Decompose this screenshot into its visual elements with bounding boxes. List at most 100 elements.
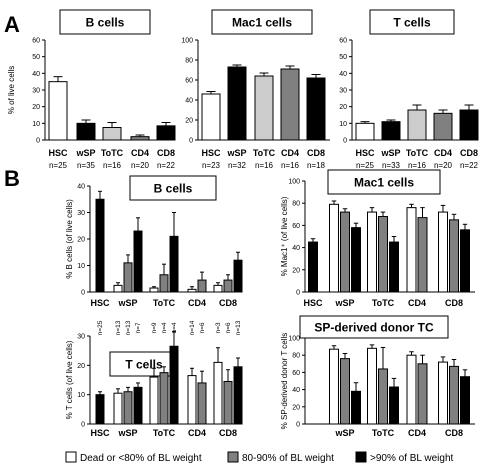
y-tick-label: 0 [81,422,85,429]
chart-title: Mac1 cells [354,176,414,190]
x-category-label: HSC [355,148,375,158]
bar-cd4 [406,207,417,293]
n-label: n=9 [151,322,158,333]
n-label: n=6 [225,322,232,333]
bar-hsc [48,81,68,141]
legend-label: Dead or <80% of BL weight [80,453,202,464]
x-category-label: CD8 [219,298,237,308]
y-tick-label: 30 [32,88,40,95]
n-label: n=25 [97,320,104,335]
bar-cd8 [306,77,326,141]
chart-title-box [211,9,313,35]
chart-title: SP-derived donor TC [314,321,434,335]
bar-cd4 [433,112,453,141]
bar-cd8 [449,219,459,293]
bar-wsp [123,391,133,425]
chart-a2: 0 20 40 60 80 100 Mac1 cells HSC n=23 wSP n=32 ToTC… [181,9,330,170]
y-tick-label: 0 [343,138,347,145]
n-label: n=16 [408,161,427,170]
bar-hsc [95,198,105,293]
n-label: n=20 [434,161,453,170]
y-tick-label: 40 [32,71,40,78]
n-label: n=18 [307,161,326,170]
x-category-label: ToTC [372,298,395,308]
chart-a3: 0 10 20 30 40 50 60 T cells HSC n=25 wSP n=33 ToTC n=… [339,9,479,170]
x-category-label: wSP [380,148,400,158]
panel-letter-b: B [4,166,20,191]
bar-cd8 [460,229,470,293]
legend-swatch [227,451,239,463]
y-tick-label: 100 [181,38,193,45]
bar-cd8 [438,361,448,425]
bar-cd8 [459,109,479,141]
y-tick-label: 40 [185,98,193,105]
bar-totc [407,109,427,141]
x-category-label: ToTC [406,148,429,158]
y-tick-label: 30 [77,210,85,217]
x-category-label: wSP [334,298,354,308]
x-category-label: CD8 [307,148,325,158]
y-tick-label: 100 [288,179,300,186]
y-tick-label: 80 [292,353,300,360]
chart-title: Mac1 cells [232,16,292,30]
panel-letter-a: A [4,12,20,37]
x-category-label: CD8 [219,428,237,438]
chart-title: B cells [86,16,125,30]
bar-wsp [351,227,361,293]
bar-cd8 [213,361,223,425]
legend: Dead or <80% of BL weight 80-90% of BL we… [65,451,454,464]
y-tick-label: 60 [185,78,193,85]
y-tick-label: 80 [292,201,300,208]
bar-cd8 [460,376,470,425]
n-label: n=13 [125,320,132,335]
bar-cd8 [213,284,223,293]
y-tick-label: 20 [339,104,347,111]
y-tick-label: 20 [185,118,193,125]
y-tick-label: 30 [339,88,347,95]
bar-cd4 [280,68,300,141]
bar-hsc [95,394,105,425]
chart-b2: 0 20 40 60 80 100 % Mac1⁺ (of live cells) Mac1 … [280,169,475,308]
x-category-label: CD4 [281,148,299,158]
n-label: n=20 [131,161,150,170]
bar-cd4 [197,279,207,293]
x-category-label: ToTC [153,298,176,308]
chart-b3: 0 10 20 30% T cells (of live cells) T cells H… [65,331,243,438]
chart-title: T cells [125,358,163,372]
y-axis-label: % Mac1⁺ (of live cells) [280,196,289,276]
y-tick-label: 30 [77,334,85,341]
y-tick-label: 0 [36,138,40,145]
y-tick-label: 80 [185,58,193,65]
x-category-label: CD8 [445,428,463,438]
n-label: n=13 [115,320,122,335]
n-label: n=25 [49,161,68,170]
bar-totc [159,274,169,293]
legend-swatch [355,451,367,463]
x-category-label: CD8 [445,298,463,308]
n-label: n=3 [215,322,222,333]
chart-title-box [327,169,441,195]
x-category-label: CD4 [434,148,452,158]
y-tick-label: 10 [32,121,40,128]
chart-title-box [129,175,217,201]
y-tick-label: 0 [189,138,193,145]
bar-hsc [201,93,221,141]
n-label: n=4 [161,322,168,333]
y-tick-label: 40 [339,71,347,78]
bar-wsp [329,348,339,425]
bar-totc [102,127,122,141]
y-tick-label: 60 [32,38,40,45]
bar-totc [378,216,388,293]
y-axis-label: % of live cells [7,66,16,114]
bar-cd8 [233,366,243,425]
bar-cd8 [223,380,233,425]
bar-totc [378,368,388,425]
bar-wsp [113,284,123,293]
charts-layer: 0 10 20 30 40 50 60 % of live cells B cells HSC n=… [7,9,479,438]
y-tick-label: 50 [32,54,40,61]
legend-label: >90% of BL weight [370,453,454,464]
n-label: n=23 [202,161,221,170]
n-label: n=35 [77,161,96,170]
n-label: n=16 [255,161,274,170]
x-category-label: ToTC [101,148,124,158]
